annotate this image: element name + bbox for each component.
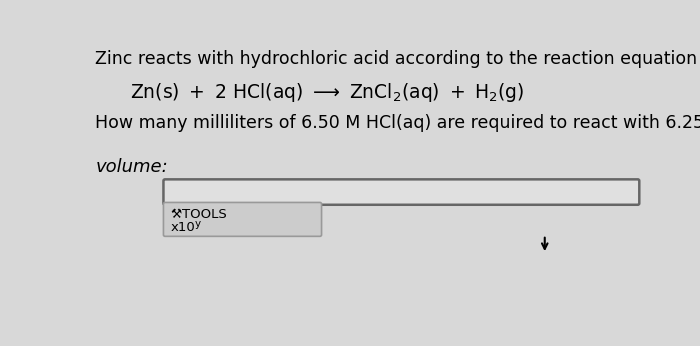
- Text: $\mathregular{Zn(s)\ +\ 2\ HCl(aq)\ \longrightarrow\ ZnCl_2(aq)\ +\ H_2(g)}$: $\mathregular{Zn(s)\ +\ 2\ HCl(aq)\ \lon…: [130, 81, 524, 104]
- Text: TOOLS: TOOLS: [182, 208, 227, 221]
- Text: How many milliliters of 6.50 M HCl(aq) are required to react with 6.25 g Zn(s)?: How many milliliters of 6.50 M HCl(aq) a…: [95, 114, 700, 132]
- Text: Zinc reacts with hydrochloric acid according to the reaction equation: Zinc reacts with hydrochloric acid accor…: [95, 50, 697, 68]
- Text: x10: x10: [170, 221, 195, 234]
- Text: ⚒: ⚒: [170, 208, 182, 221]
- FancyBboxPatch shape: [163, 202, 321, 236]
- FancyBboxPatch shape: [163, 179, 639, 205]
- Text: y: y: [195, 219, 201, 229]
- Text: volume:: volume:: [95, 158, 168, 176]
